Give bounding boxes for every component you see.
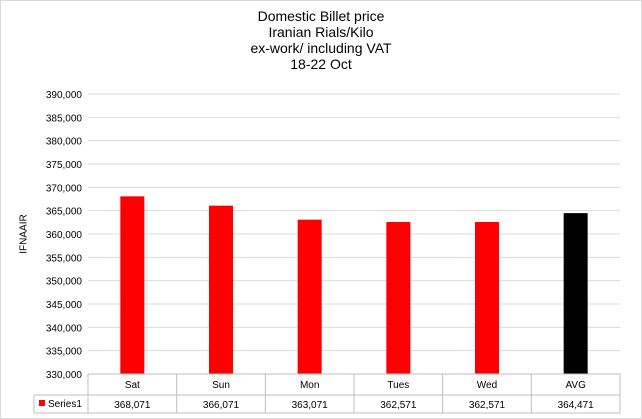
y-tick-label: 355,000 <box>46 253 83 264</box>
chart-title: Domestic Billet price Iranian Rials/Kilo… <box>0 8 642 72</box>
y-tick-label: 385,000 <box>46 113 83 124</box>
category-label-sun: Sun <box>212 380 230 391</box>
bar-avg <box>563 213 588 374</box>
data-label-wed: 362,571 <box>469 400 506 411</box>
category-label-sat: Sat <box>125 380 140 391</box>
y-tick-label: 365,000 <box>46 207 83 218</box>
data-label-sat: 368,071 <box>114 400 151 411</box>
title-line-2: Iranian Rials/Kilo <box>268 24 374 40</box>
data-label-sun: 366,071 <box>203 400 240 411</box>
data-label-avg: 364,471 <box>558 400 595 411</box>
bar-tues <box>386 222 411 374</box>
category-label-mon: Mon <box>300 380 319 391</box>
data-label-mon: 363,071 <box>292 400 329 411</box>
y-tick-label: 370,000 <box>46 183 83 194</box>
bar-sat <box>120 196 145 374</box>
y-tick-labels: 330,000 335,000 340,000 345,000 350,000 355,0… <box>46 90 83 381</box>
bars <box>120 196 588 374</box>
category-label-tues: Tues <box>387 380 409 391</box>
y-tick-label: 390,000 <box>46 90 83 101</box>
title-line-1: Domestic Billet price <box>257 8 385 24</box>
y-tick-label: 335,000 <box>46 347 83 358</box>
data-label-tues: 362,571 <box>380 400 417 411</box>
title-line-3: ex-work/ including VAT <box>250 40 392 56</box>
legend-key <box>39 400 45 406</box>
y-tick-label: 350,000 <box>46 277 83 288</box>
title-line-4: 18-22 Oct <box>290 56 352 72</box>
category-label-avg: AVG <box>565 380 586 391</box>
y-tick-label: 345,000 <box>46 300 83 311</box>
data-table: Sat 368,071 Sun 366,071 Mon 363,071 Tues 362,57… <box>33 373 621 414</box>
bar-sun <box>209 205 233 374</box>
y-tick-label: 375,000 <box>46 160 83 171</box>
category-label-wed: Wed <box>477 380 497 391</box>
y-tick-label: 380,000 <box>46 137 83 148</box>
bar-wed <box>475 222 499 374</box>
y-tick-label: 330,000 <box>46 370 83 381</box>
y-tick-label: 360,000 <box>46 230 83 241</box>
series-name: Series1 <box>48 399 82 410</box>
gridlines <box>88 93 620 352</box>
y-tick-label: 340,000 <box>46 323 83 334</box>
bar-mon <box>297 219 322 374</box>
